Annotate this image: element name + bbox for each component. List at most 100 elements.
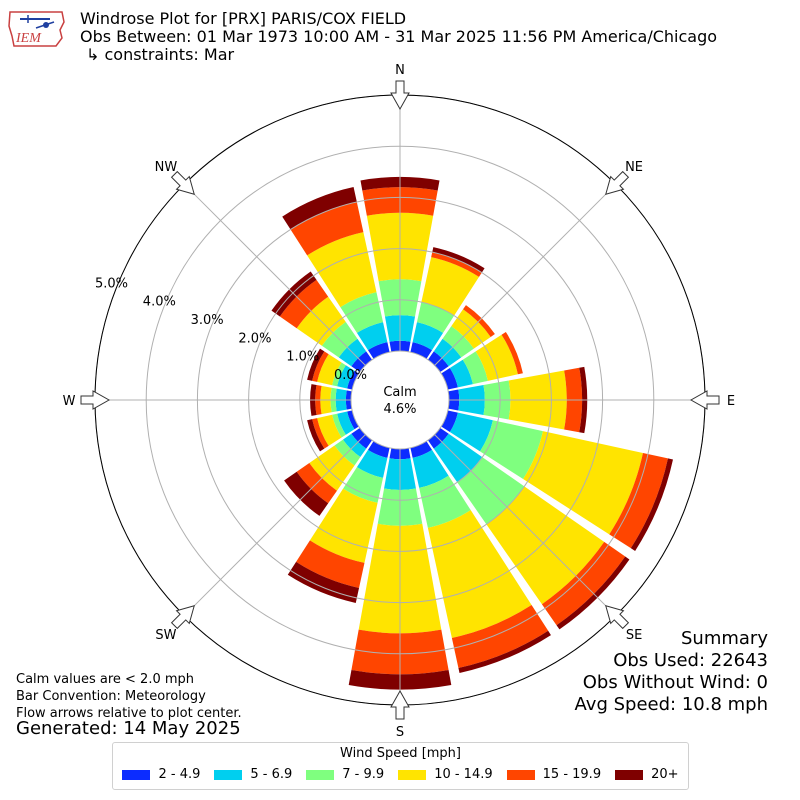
- bar-NNW-2: [340, 292, 384, 333]
- legend-swatch: [506, 769, 535, 780]
- flow-arrow-shape: [170, 170, 195, 195]
- angular-gridline: [434, 183, 617, 366]
- bar-ESE-2: [480, 420, 543, 480]
- bar-WSW-5: [307, 419, 325, 452]
- legend-title: Wind Speed [mph]: [340, 746, 461, 761]
- bar-WNW-3: [317, 354, 342, 386]
- summary-obs-used: Obs Used: 22643: [613, 650, 768, 671]
- compass-label-W: W: [63, 394, 76, 409]
- legend-swatch: [398, 769, 427, 780]
- calm-label: Calm: [383, 385, 416, 400]
- bar-SSW-0: [367, 441, 390, 458]
- flow-arrow-icon: [605, 170, 630, 195]
- legend-item: 7 - 9.9: [306, 767, 384, 782]
- flow-arrow-icon: [170, 605, 195, 630]
- legend-swatch: [122, 769, 151, 780]
- legend-swatch: [615, 769, 644, 780]
- radial-tick-label: 1.0%: [286, 350, 319, 365]
- bar-WSW-2: [332, 413, 346, 438]
- legend-item: 10 - 14.9: [398, 767, 493, 782]
- bar-SSE-4: [451, 604, 549, 668]
- windrose-grid: [80, 80, 720, 720]
- chart-title: Windrose Plot for [PRX] PARIS/COX FIELD: [80, 9, 407, 28]
- bar-SSE-1: [412, 449, 449, 488]
- radial-tick-label: 4.0%: [143, 295, 176, 310]
- bar-WSW-0: [347, 410, 359, 430]
- flow-arrow-icon: [170, 170, 195, 195]
- calm-value: 4.6%: [383, 402, 416, 417]
- bar-SSE-0: [410, 441, 433, 458]
- legend: Wind Speed [mph] 2 - 4.9 5 - 6.9 7 - 9.9…: [112, 742, 689, 790]
- flow-arrow-shape: [605, 605, 630, 630]
- bar-SSW-5: [287, 561, 360, 603]
- note-flow: Flow arrows relative to plot center.: [16, 706, 242, 721]
- bar-ENE-0: [441, 367, 458, 390]
- bar-NNW-3: [307, 232, 377, 308]
- legend-item: 2 - 4.9: [122, 767, 200, 782]
- generated-date: Generated: 14 May 2025: [16, 718, 241, 739]
- compass-label-NW: NW: [155, 160, 178, 175]
- bar-NNW-4: [290, 202, 364, 256]
- flow-arrow-shape: [170, 605, 195, 630]
- summary-block: Summary Obs Used: 22643 Obs Without Wind…: [575, 628, 768, 716]
- bar-NNE-2: [416, 302, 455, 333]
- bar-NNE-1: [412, 322, 444, 351]
- calm-disk: [352, 352, 448, 448]
- flow-arrow-shape: [390, 80, 410, 111]
- summary-title: Summary: [681, 628, 768, 649]
- flow-arrow-shape: [80, 390, 111, 410]
- bar-ENE-1: [449, 359, 473, 388]
- bar-WNW-2: [332, 362, 346, 387]
- bar-NNW-0: [367, 342, 390, 359]
- angular-gridline: [183, 434, 366, 617]
- radial-tick-label: 2.0%: [238, 331, 271, 346]
- legend-item: 15 - 19.9: [506, 767, 601, 782]
- bar-WNW-5: [307, 348, 325, 381]
- flow-arrow-shape: [390, 689, 410, 720]
- flow-arrow-shape: [605, 170, 630, 195]
- chart-title-block: Windrose Plot for [PRX] PARIS/COX FIELD …: [80, 10, 717, 64]
- angular-gridline: [183, 183, 366, 366]
- note-convention: Bar Convention: Meteorology: [16, 689, 206, 704]
- bar-SSW-2: [343, 467, 384, 503]
- bar-NNE-0: [410, 342, 433, 359]
- bar-WNW-1: [337, 365, 355, 389]
- bar-SE-5: [556, 556, 630, 630]
- summary-obs-without-wind: Obs Without Wind: 0: [582, 672, 768, 693]
- bar-ESE-3: [523, 431, 643, 535]
- bar-SSW-3: [309, 488, 378, 563]
- bar-NNE-3: [421, 257, 480, 316]
- bar-ESE-5: [630, 458, 673, 551]
- radial-tick-label: 0.0%: [334, 368, 367, 383]
- bar-ESE-0: [441, 410, 458, 433]
- compass-label-E: E: [727, 394, 735, 409]
- bar-ESE-4: [609, 452, 668, 549]
- note-calm: Calm values are < 2.0 mph: [16, 672, 195, 687]
- bar-WSW-1: [337, 411, 355, 435]
- chart-constraints: ↳ constraints: Mar: [86, 45, 235, 64]
- bar-SSE-2: [419, 475, 471, 528]
- summary-avg-speed: Avg Speed: 10.8 mph: [574, 694, 768, 715]
- flow-arrow-icon: [689, 390, 720, 410]
- bar-NNW-5: [282, 187, 357, 230]
- bar-SSW-4: [296, 540, 365, 588]
- compass-label-S: S: [396, 725, 404, 740]
- bar-SSE-3: [427, 510, 532, 638]
- compass-label-N: N: [395, 63, 405, 78]
- flow-arrow-icon: [605, 605, 630, 630]
- compass-label-SE: SE: [626, 628, 642, 643]
- legend-swatch: [214, 769, 243, 780]
- flow-arrow-icon: [80, 390, 111, 410]
- bar-ENE-4: [501, 332, 523, 375]
- bar-WSW-4: [312, 418, 329, 449]
- bar-SSW-1: [356, 449, 388, 478]
- bar-WSW-3: [317, 414, 342, 446]
- legend-swatch: [306, 769, 335, 780]
- bar-WNW-0: [347, 370, 359, 390]
- legend-item: 5 - 6.9: [214, 767, 292, 782]
- bar-WNW-4: [312, 351, 329, 382]
- flow-arrow-icon: [390, 689, 410, 720]
- flow-arrow-icon: [390, 80, 410, 111]
- flow-arrow-shape: [689, 390, 720, 410]
